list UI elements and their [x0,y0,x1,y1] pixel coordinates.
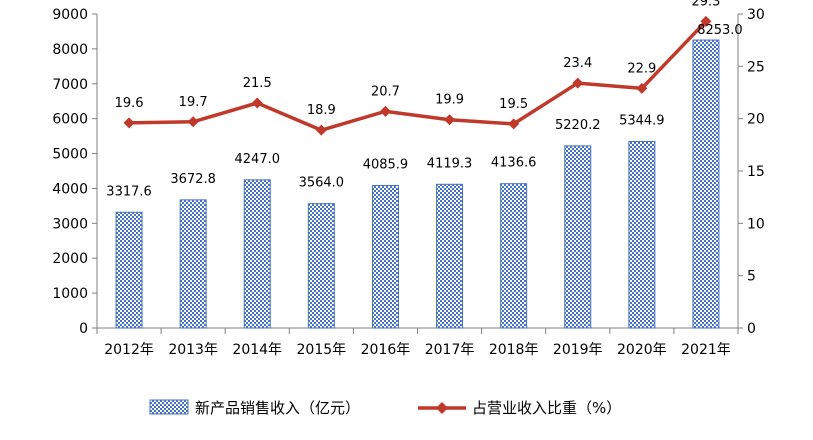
right-tick-label: 5 [747,269,756,285]
line-value-label: 29.3 [691,0,720,9]
legend: 新产品销售收入（亿元） 占营业收入比重（%） [149,399,621,417]
bar-value-label: 3564.0 [299,176,345,191]
x-tick-label: 2021年 [681,342,731,358]
line-value-label: 18.9 [307,103,336,118]
x-tick-label: 2014年 [232,342,282,358]
x-tick-label: 2012年 [104,342,154,358]
legend-line-marker [436,402,448,414]
bar [628,141,656,329]
line-point [187,116,199,128]
x-tick-label: 2017年 [425,342,475,358]
line-value-label: 19.5 [499,97,528,112]
legend-bar-swatch [149,399,189,415]
left-tick-label: 6000 [52,112,88,128]
line-value-label: 19.7 [179,95,208,110]
line-value-label: 22.9 [627,61,656,76]
left-tick-label: 3000 [52,216,88,232]
bar [115,211,143,329]
right-tick-label: 15 [747,164,765,180]
bar-series [115,39,720,329]
left-tick-label: 2000 [52,251,88,267]
x-tick-label: 2020年 [617,342,667,358]
left-tick-label: 7000 [52,77,88,93]
left-tick-label: 5000 [52,147,88,163]
bar-value-label: 3672.8 [170,172,216,187]
line-point [251,97,263,109]
bar-value-label: 4247.0 [235,152,281,167]
left-tick-label: 4000 [52,181,88,197]
bar-value-label: 5220.2 [555,118,601,133]
left-tick-label: 1000 [52,286,88,302]
line-value-label: 19.9 [435,93,464,108]
data-labels: 3317.6 3672.8 4247.0 3564.0 4085.9 4119.3 4136… [106,0,742,199]
right-tick-label: 10 [747,216,765,232]
line-point [508,118,520,130]
line-point [572,77,584,89]
line-point [444,114,456,126]
line-value-label: 20.7 [371,84,400,99]
bar-value-label: 4085.9 [363,157,409,172]
bar-value-label: 4136.6 [491,156,537,171]
legend-bar-label: 新产品销售收入（亿元） [195,399,360,417]
bar [243,179,271,329]
x-tick-label: 2015年 [297,342,347,358]
x-tick-label: 2013年 [168,342,218,358]
bar [371,184,399,329]
bar [436,183,464,329]
axes-group: 0 1000 2000 3000 4000 5000 6000 7000 8000 9000 0 5 1… [52,7,764,358]
line-path [129,20,708,132]
left-tick-label: 8000 [52,42,88,58]
right-tick-label: 20 [747,112,765,128]
line-point [123,117,135,129]
x-tick-label: 2016年 [361,342,411,358]
line-value-label: 23.4 [563,56,592,71]
line-series [123,15,712,136]
right-tick-label: 25 [747,59,765,75]
bar [307,203,335,329]
line-point [315,124,327,136]
line-point [636,82,648,94]
bar-value-label: 5344.9 [619,114,665,129]
legend-line-label: 占营业收入比重（%） [472,399,621,417]
bar [692,39,720,329]
bar-value-label: 4119.3 [427,156,473,171]
line-value-label: 19.6 [115,96,144,111]
line-point [700,15,712,27]
left-tick-label: 9000 [52,7,88,23]
bar [179,199,207,329]
line-point [379,105,391,117]
x-tick-label: 2018年 [489,342,539,358]
left-tick-label: 0 [79,321,88,337]
right-tick-label: 0 [747,321,756,337]
x-tick-label: 2019年 [553,342,603,358]
bar [564,145,592,329]
right-tick-label: 30 [747,7,765,23]
line-value-label: 21.5 [243,76,272,91]
bar-value-label: 8253.0 [697,23,743,38]
bar-value-label: 3317.6 [106,184,152,199]
bar [500,183,528,329]
